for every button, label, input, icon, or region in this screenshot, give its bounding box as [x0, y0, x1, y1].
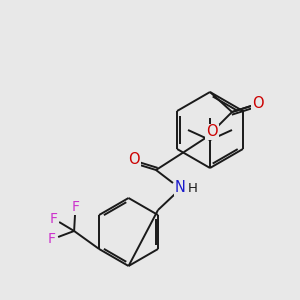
Text: N: N: [175, 181, 185, 196]
Text: O: O: [128, 152, 140, 167]
Text: O: O: [206, 124, 218, 140]
Text: F: F: [48, 232, 56, 246]
Text: H: H: [188, 182, 198, 194]
Text: F: F: [50, 212, 58, 226]
Text: F: F: [72, 200, 80, 214]
Text: O: O: [252, 97, 264, 112]
